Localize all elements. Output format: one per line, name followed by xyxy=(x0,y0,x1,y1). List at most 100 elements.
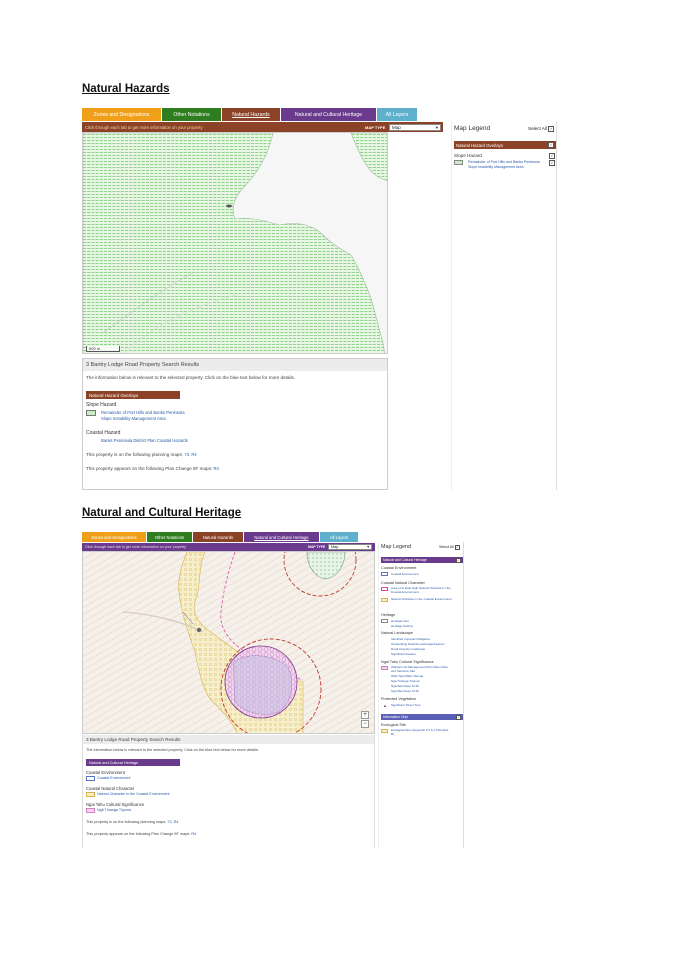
natural-character-swatch xyxy=(86,792,95,797)
tab-other-notations[interactable]: Other Notations xyxy=(147,532,192,542)
legend-swatch xyxy=(381,587,388,591)
map-type-value: Map xyxy=(331,545,339,549)
natural-character-link[interactable]: Natural Character in the Coastal Environ… xyxy=(97,792,170,796)
coastal-link[interactable]: Banks Peninsula District Plan Coastal Ha… xyxy=(101,438,188,443)
legend-group-checkbox[interactable]: ✓ xyxy=(549,153,555,159)
legend-swatch xyxy=(381,729,388,733)
legend-item[interactable]: Identified Important Ridgeline xyxy=(391,637,431,641)
legend-title: Map Legend xyxy=(454,125,491,132)
legend-bar-info-checkbox[interactable]: ✓ xyxy=(456,714,461,720)
results-intro: The information below is relevant to the… xyxy=(86,375,296,380)
tab-zones-and-designations[interactable]: Zones and Designations xyxy=(82,108,161,121)
select-all-checkbox[interactable]: ✓ xyxy=(454,545,460,550)
zoom-out-button[interactable]: − xyxy=(361,720,369,728)
planning-maps-text: This property is on the following planni… xyxy=(86,452,184,457)
legend-item[interactable]: Area of at least High Natural Character … xyxy=(391,586,451,594)
map-legend-heritage: Map Legend Select All ✓ Natural and Cult… xyxy=(378,542,464,848)
coastal-environment-link[interactable]: Coastal Environment xyxy=(97,776,131,780)
legend-item[interactable]: Ecological Site (Appendix 9.1.6.1 Schedu… xyxy=(391,728,449,736)
map-view[interactable]: + − 500 m xyxy=(82,132,388,354)
legend-group-heading: Protected Vegetation xyxy=(381,697,417,701)
legend-bar-checkbox[interactable]: ✓ xyxy=(456,557,461,563)
legend-group-heading: Ecological Site xyxy=(381,723,406,727)
instruction-bar: Click through each tab to get more infor… xyxy=(82,543,375,551)
select-all-control[interactable]: Select All ✓ xyxy=(439,545,460,550)
coastal-hazard-heading: Coastal Hazard xyxy=(86,430,121,436)
zoom-in-button[interactable]: + xyxy=(361,711,369,719)
select-all-checkbox[interactable]: ✓ xyxy=(548,126,555,132)
legend-item[interactable]: Coastal Environment xyxy=(391,572,419,576)
legend-bar-checkbox[interactable]: ✓ xyxy=(548,142,554,148)
legend-item[interactable]: Outstanding Natural Landscape/Feature xyxy=(391,642,445,646)
legend-item-checkbox[interactable]: ✓ xyxy=(549,160,555,166)
legend-item[interactable]: Significant Street Tree xyxy=(391,703,421,707)
legend-group-heading: Ngai Tahu Cultural Significance xyxy=(381,660,434,664)
tab-natural-and-cultural-heritage[interactable]: Natural and Cultural Heritage xyxy=(244,532,319,542)
legend-item[interactable]: Natural Character in the Coastal Environ… xyxy=(391,597,452,601)
ngai-tahu-swatch xyxy=(86,808,95,813)
legend-swatch xyxy=(381,666,388,670)
map-scale: 500 m xyxy=(86,346,120,352)
legend-bar-info: Information Only ✓ xyxy=(381,714,463,720)
plan-change-links[interactable]: R4 xyxy=(191,832,197,836)
map-legend-natural-hazards: Map Legend Select All ✓ Natural Hazard O… xyxy=(451,121,557,490)
search-results: 3 Bantry Lodge Road Property Search Resu… xyxy=(82,358,388,490)
slope-link-2[interactable]: Slope Instability Management Area xyxy=(101,416,166,421)
tab-zones-and-designations[interactable]: Zones and Designations xyxy=(82,532,146,542)
legend-item[interactable]: Wahi Tapu/Wahi Taonga xyxy=(391,674,424,678)
tab-all-layers[interactable]: All Layers xyxy=(377,108,417,121)
search-results: 3 Bantry Lodge Road Property Search Resu… xyxy=(82,735,375,848)
legend-item[interactable]: Heritage Setting xyxy=(391,624,413,628)
tab-bar: Zones and Designations Other Notations N… xyxy=(82,108,418,121)
tree-icon: ▲ xyxy=(383,703,387,708)
map-view[interactable]: + − xyxy=(82,551,375,734)
map-panel-heritage: Zones and Designations Other Notations N… xyxy=(82,532,375,848)
tab-all-layers[interactable]: All Layers xyxy=(320,532,358,542)
legend-item[interactable]: Wahianu Iwi Management Plan Silent Files… xyxy=(391,665,448,673)
ngai-tahu-heading: Ngai Tahu Cultural Significance xyxy=(86,802,145,807)
select-all-control[interactable]: Select All ✓ xyxy=(528,126,555,132)
legend-group-heading: Heritage xyxy=(381,613,396,617)
planning-maps-links[interactable]: 73, R4 xyxy=(167,820,179,824)
ngai-tahu-link[interactable]: Ngā Tūranga Tūpuna xyxy=(97,808,132,812)
legend-item[interactable]: Heritage Item xyxy=(391,619,410,623)
legend-group-heading: Coastal Natural Character xyxy=(381,581,425,585)
instruction-text: Click through each tab to get more infor… xyxy=(85,545,186,549)
overlay-header: Natural Hazard Overlays xyxy=(86,391,180,399)
tab-other-notations[interactable]: Other Notations xyxy=(162,108,221,121)
chevron-down-icon: ▾ xyxy=(367,545,369,549)
plan-change-line: This property appears on the following P… xyxy=(86,832,196,836)
coastal-environment-heading: Coastal Environment xyxy=(86,770,125,775)
legend-swatch xyxy=(454,160,463,165)
legend-bar: Natural Hazard Overlays ✓ xyxy=(454,141,556,149)
property-marker xyxy=(226,204,232,208)
map-type-select[interactable]: Map ▾ xyxy=(389,124,441,131)
instruction-text: Click through each tab to get more infor… xyxy=(85,124,203,130)
legend-item[interactable]: Significant Feature xyxy=(391,652,417,656)
results-title: 3 Bantry Lodge Road Property Search Resu… xyxy=(83,359,387,371)
plan-change-links[interactable]: R4 xyxy=(213,466,219,471)
legend-bar-info-label: Information Only xyxy=(383,715,408,719)
legend-bar-label: Natural Hazard Overlays xyxy=(456,142,504,148)
slope-link-1[interactable]: Remainder of Port Hills and Banks Penins… xyxy=(101,410,185,415)
map-type-label: MAP TYPE xyxy=(308,545,326,549)
legend-item[interactable]: Remainder of Port Hills and Banks Penins… xyxy=(468,160,540,169)
legend-item[interactable]: Ngā Tūranga Tūpuna xyxy=(391,679,420,683)
legend-item[interactable]: Ngā Wai Ciaen St Mi xyxy=(391,684,419,688)
instruction-bar: Click through each tab to get more infor… xyxy=(82,122,443,132)
legend-swatch xyxy=(381,619,388,623)
planning-maps-links[interactable]: 73, R4 xyxy=(184,452,197,457)
map-type-select[interactable]: Map ▾ xyxy=(328,544,372,550)
slope-hazard-heading: Slope Hazard xyxy=(86,402,117,408)
legend-item[interactable]: Ngā Wai Ciaen St Mi xyxy=(391,689,419,693)
legend-group-slope: Slope Hazard xyxy=(454,153,482,158)
legend-swatch xyxy=(381,598,388,602)
planning-maps-line: This property is on the following planni… xyxy=(86,820,178,824)
results-title: 3 Bantry Lodge Road Property Search Resu… xyxy=(83,735,374,744)
tab-natural-hazards[interactable]: Natural Hazards xyxy=(222,108,280,121)
tab-natural-and-cultural-heritage[interactable]: Natural and Cultural Heritage xyxy=(281,108,376,121)
legend-group-heading: Natural Landscape xyxy=(381,631,413,635)
legend-item[interactable]: Rural Amenity Landscape xyxy=(391,647,426,651)
tab-natural-hazards[interactable]: Natural Hazards xyxy=(193,532,243,542)
legend-bar: Natural and Cultural Heritage ✓ xyxy=(381,557,463,563)
